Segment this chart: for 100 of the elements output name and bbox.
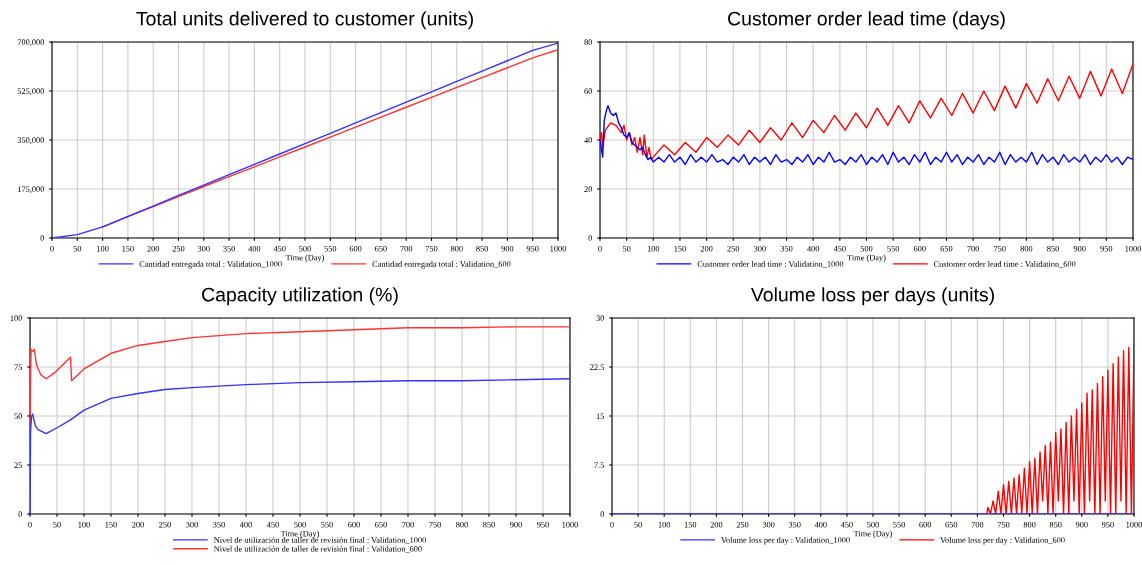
line-series <box>986 343 1134 514</box>
x-tick-label: 350 <box>788 521 801 528</box>
x-tick-label: 550 <box>324 245 337 252</box>
y-tick-label: 0 <box>588 235 593 241</box>
y-tick-label: 525,000 <box>17 88 45 96</box>
x-tick-label: 250 <box>727 245 740 252</box>
x-tick-label: 150 <box>122 245 134 252</box>
x-tick-label: 600 <box>919 521 932 528</box>
y-tick-label: 60 <box>584 88 593 94</box>
y-tick-label: 22.5 <box>590 364 605 371</box>
x-tick-label: 1000 <box>550 245 567 252</box>
x-axis-title: Time (Day) <box>285 254 325 263</box>
x-tick-label: 900 <box>1075 521 1088 528</box>
x-tick-label: 500 <box>294 521 306 528</box>
x-tick-label: 300 <box>197 245 210 252</box>
x-tick-label: 1000 <box>1125 245 1142 252</box>
x-axis-title: Time (Day) <box>853 530 893 539</box>
x-tick-label: 550 <box>887 245 900 252</box>
x-tick-label: 400 <box>239 521 252 528</box>
x-tick-label: 550 <box>893 521 906 528</box>
y-tick-label: 350,000 <box>17 137 45 145</box>
x-tick-label: 650 <box>375 245 387 252</box>
legend-label: Customer order lead time : Validation_1000 <box>697 260 844 268</box>
x-tick-label: 950 <box>537 521 549 528</box>
line-series <box>600 63 1133 161</box>
x-tick-label: 450 <box>840 521 853 528</box>
x-tick-label: 200 <box>132 521 144 528</box>
x-tick-label: 200 <box>710 521 723 528</box>
y-tick-label: 50 <box>14 413 23 419</box>
x-tick-label: 500 <box>867 521 879 528</box>
legend-label: Nivel de utilización de taller de revisión final : Validation_600 <box>213 545 422 553</box>
x-tick-label: 600 <box>348 521 360 528</box>
x-tick-label: 700 <box>400 245 413 252</box>
x-tick-label: 100 <box>78 521 90 528</box>
y-tick-label: 7.5 <box>594 462 605 469</box>
x-tick-label: 50 <box>73 245 82 252</box>
y-tick-label: 175,000 <box>18 186 45 194</box>
x-tick-label: 550 <box>321 521 333 528</box>
y-tick-label: 80 <box>584 39 593 45</box>
y-tick-label: 30 <box>596 315 605 321</box>
chart-title: Total units delivered to customer (units) <box>136 11 473 30</box>
x-tick-label: 150 <box>684 521 697 528</box>
x-tick-label: 400 <box>807 245 820 252</box>
x-tick-label: 400 <box>248 245 261 252</box>
chart-title: Customer order lead time (days) <box>728 11 1005 30</box>
y-tick-label: 700,000 <box>17 39 45 47</box>
chart-title: Volume loss per days (units) <box>750 287 994 306</box>
legend-label: Volume loss per day : Validation_600 <box>940 536 1065 545</box>
x-tick-label: 300 <box>762 521 775 528</box>
x-tick-label: 800 <box>456 521 468 528</box>
legend-label: Customer order lead time : Validation_600 <box>933 260 1076 268</box>
x-tick-label: 300 <box>754 245 766 252</box>
x-tick-label: 300 <box>186 521 198 528</box>
y-tick-label: 0 <box>600 511 605 517</box>
x-tick-label: 200 <box>700 245 713 252</box>
x-tick-label: 250 <box>159 521 171 528</box>
y-tick-label: 0 <box>18 511 23 517</box>
x-tick-label: 0 <box>610 521 614 528</box>
x-tick-label: 350 <box>213 521 225 528</box>
y-tick-label: 0 <box>40 235 45 241</box>
legend-label: Cantidad entregada total : Validation_1000 <box>139 260 282 269</box>
x-tick-label: 50 <box>634 521 642 528</box>
x-tick-label: 650 <box>375 521 387 528</box>
x-tick-label: 450 <box>833 245 846 252</box>
x-tick-label: 150 <box>674 245 686 252</box>
x-tick-label: 1000 <box>1126 521 1142 528</box>
y-tick-label: 40 <box>584 137 593 143</box>
x-tick-label: 850 <box>1047 245 1059 252</box>
x-tick-label: 450 <box>266 521 279 528</box>
x-axis-title: Time (Day) <box>847 254 886 263</box>
x-tick-label: 150 <box>105 521 117 528</box>
x-tick-label: 100 <box>658 521 671 528</box>
x-tick-label: 100 <box>97 245 109 252</box>
x-tick-label: 350 <box>780 245 793 252</box>
x-tick-label: 750 <box>429 521 441 528</box>
x-tick-label: 800 <box>450 245 463 252</box>
x-tick-label: 650 <box>940 245 953 252</box>
y-tick-label: 15 <box>596 413 605 419</box>
x-tick-label: 350 <box>223 245 236 252</box>
x-tick-label: 700 <box>967 245 980 252</box>
x-tick-label: 850 <box>483 521 495 528</box>
x-tick-label: 700 <box>402 521 414 528</box>
x-tick-label: 0 <box>50 245 54 252</box>
x-tick-label: 950 <box>1101 521 1114 528</box>
x-tick-label: 850 <box>476 245 489 252</box>
x-tick-label: 950 <box>1100 245 1113 252</box>
x-tick-label: 900 <box>510 521 522 528</box>
y-tick-label: 100 <box>10 315 23 321</box>
line-series <box>52 42 558 238</box>
x-tick-label: 900 <box>1073 245 1086 252</box>
y-tick-label: 20 <box>584 186 593 192</box>
y-tick-label: 75 <box>14 364 23 370</box>
x-tick-label: 400 <box>814 521 827 528</box>
x-tick-label: 750 <box>425 245 438 252</box>
x-tick-label: 900 <box>501 245 514 252</box>
x-tick-label: 250 <box>172 245 185 252</box>
x-tick-label: 800 <box>1020 245 1033 252</box>
legend-label: Volume loss per day : Validation_1000 <box>721 536 850 545</box>
x-tick-label: 650 <box>945 521 958 528</box>
legend-label: Nivel de utilización de taller de revisión final : Validation_1000 <box>213 536 426 544</box>
